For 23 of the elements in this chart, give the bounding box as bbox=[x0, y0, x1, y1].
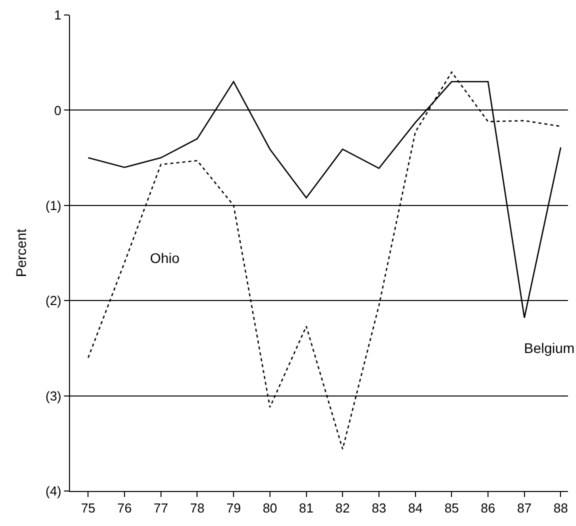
x-tick-label: 78 bbox=[190, 500, 204, 516]
x-tick-label: 80 bbox=[262, 500, 278, 516]
y-tick-label: (2) bbox=[46, 293, 62, 308]
y-axis-title: Percent bbox=[13, 228, 30, 278]
x-tick-label: 84 bbox=[408, 500, 423, 516]
series-label: Ohio bbox=[150, 250, 180, 266]
series-label: Belgium bbox=[524, 340, 575, 356]
x-tick-label: 81 bbox=[299, 500, 314, 516]
x-tick-label: 88 bbox=[553, 500, 568, 516]
x-tick-label: 75 bbox=[80, 500, 96, 516]
x-tick-label: 76 bbox=[117, 500, 132, 516]
x-tick-label: 82 bbox=[335, 500, 350, 516]
y-tick-label: 1 bbox=[54, 8, 62, 23]
y-tick-label: (3) bbox=[46, 388, 62, 404]
x-tick-label: 79 bbox=[226, 500, 241, 516]
x-tick-label: 83 bbox=[372, 500, 386, 516]
x-tick-label: 87 bbox=[517, 500, 532, 516]
y-tick-label: (1) bbox=[46, 198, 62, 213]
y-tick-label: 0 bbox=[54, 102, 62, 118]
y-tick-label: (4) bbox=[46, 484, 62, 499]
x-tick-label: 85 bbox=[444, 500, 459, 516]
x-tick-label: 86 bbox=[480, 500, 496, 516]
x-tick-label: 77 bbox=[154, 500, 168, 516]
